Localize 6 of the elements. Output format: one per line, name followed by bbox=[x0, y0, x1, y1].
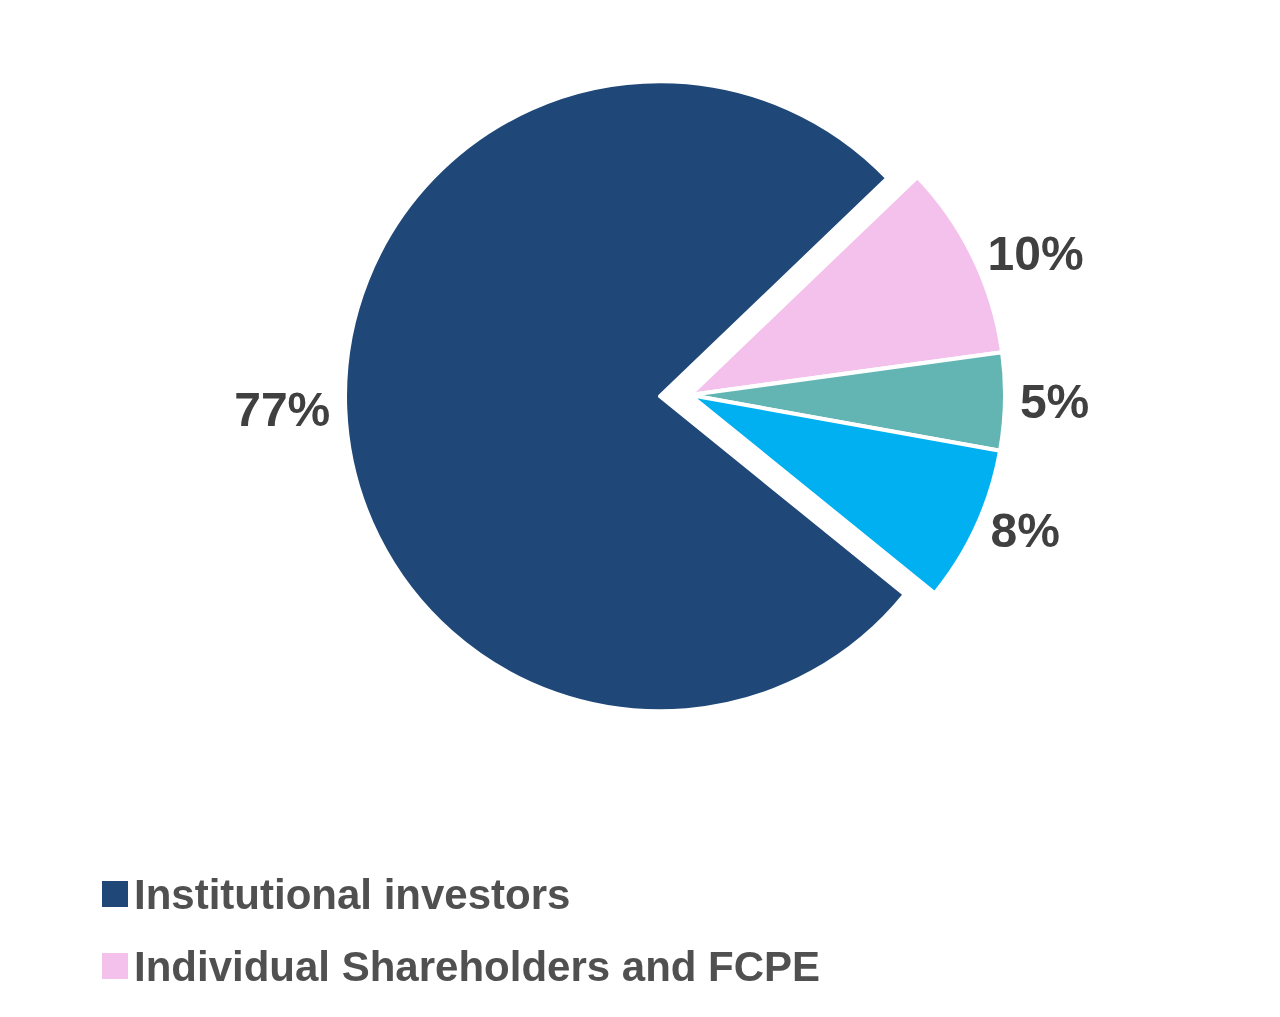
legend-label: Institutional investors bbox=[134, 870, 571, 918]
data-label: 8% bbox=[990, 503, 1060, 557]
data-label: 5% bbox=[1019, 375, 1090, 429]
legend-label: Individual Shareholders and FCPE bbox=[134, 942, 821, 990]
data-label: 10% bbox=[987, 227, 1084, 281]
data-label: 77% bbox=[234, 383, 331, 437]
